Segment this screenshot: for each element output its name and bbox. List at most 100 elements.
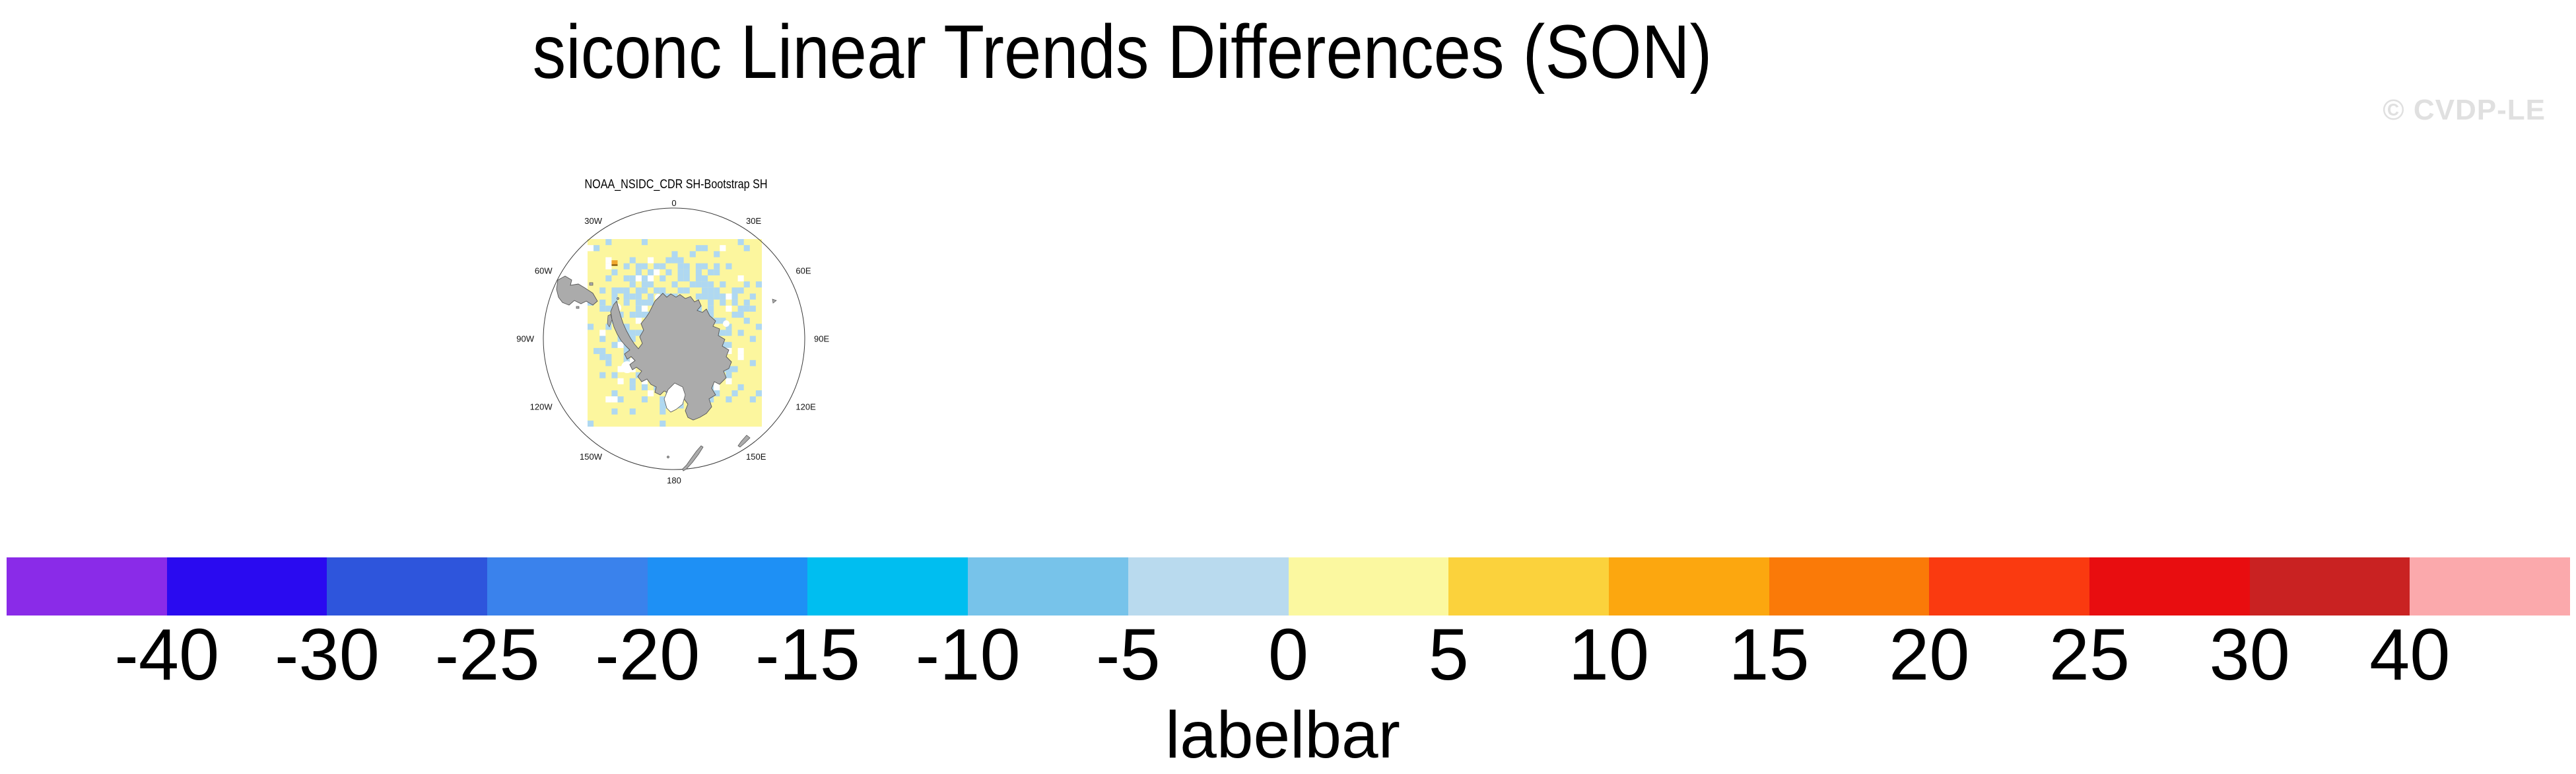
grid-cell — [641, 305, 648, 312]
colorbar-segment — [2089, 557, 2250, 616]
grid-cell — [726, 263, 732, 269]
colorbar-segment — [1288, 557, 1449, 616]
grid-cell — [605, 360, 612, 367]
colorbar-segment — [166, 557, 327, 616]
grid-cell — [726, 378, 732, 384]
grid-cell — [708, 269, 714, 275]
grid-cell — [743, 299, 750, 306]
grid-cell — [635, 311, 642, 318]
colorbar-tick-label: 15 — [1728, 614, 1810, 695]
grid-cell — [660, 263, 666, 269]
grid-cell — [654, 263, 660, 269]
grid-cell — [726, 396, 732, 403]
grid-cell — [617, 287, 624, 294]
grid-cell — [648, 257, 654, 264]
grid-cell — [720, 281, 726, 288]
grid-cell — [731, 366, 738, 372]
grid-cell — [660, 396, 666, 403]
grid-cell — [701, 245, 708, 252]
grid-cell — [641, 299, 648, 306]
grid-cell — [737, 330, 744, 336]
grid-cell — [605, 396, 612, 403]
grid-cell — [611, 408, 618, 415]
grid-cell — [737, 354, 744, 361]
grid-cell — [623, 275, 630, 282]
grid-cell — [611, 372, 618, 378]
grid-cell — [701, 281, 708, 288]
colorbar-segment — [1608, 557, 1769, 616]
grid-cell — [689, 251, 696, 258]
grid-cell — [695, 281, 702, 288]
grid-cell — [623, 263, 630, 269]
grid-cell — [660, 287, 666, 294]
longitude-label: 60W — [535, 266, 553, 276]
grid-cell — [743, 281, 750, 288]
grid-cell — [599, 335, 606, 342]
grid-cell — [708, 305, 714, 312]
map-boundary-circle — [543, 207, 805, 470]
grid-cell — [635, 318, 642, 324]
grid-cell — [714, 390, 720, 397]
small-islands — [576, 282, 619, 328]
longitude-label: 90W — [516, 334, 534, 344]
grid-cell — [629, 408, 636, 415]
grid-cell — [726, 347, 732, 355]
grid-cell — [648, 281, 654, 288]
colorbar-tick-label: 10 — [1568, 614, 1650, 695]
grid-cell — [708, 311, 714, 318]
grid-cell — [714, 251, 720, 258]
grid-cell — [737, 305, 744, 312]
grid-cell — [593, 245, 600, 252]
grid-cell — [605, 305, 612, 312]
grid-cell — [629, 275, 636, 282]
colorbar-tick-label: -10 — [915, 614, 1021, 695]
new-zealand-islands — [667, 435, 751, 472]
longitude-label: 30W — [584, 216, 602, 226]
longitude-label: 180 — [667, 475, 681, 485]
grid-cell — [683, 269, 690, 275]
colorbar-segment — [1128, 557, 1289, 616]
colorbar-tick-label: 25 — [2049, 614, 2130, 695]
grid-cell — [677, 287, 684, 294]
grid-cell — [635, 275, 642, 282]
colorbar-tick-label: -25 — [434, 614, 540, 695]
grid-cell — [641, 287, 648, 294]
grid-cell — [737, 311, 744, 318]
grid-cell — [617, 366, 624, 372]
grid-cell — [599, 354, 606, 361]
grid-cell — [605, 239, 612, 246]
labelbar-colorbar — [7, 557, 2570, 616]
grid-cell — [648, 293, 654, 300]
grid-cell — [629, 311, 636, 318]
longitude-label: 0 — [671, 198, 676, 208]
grid-cell — [731, 287, 738, 294]
longitude-labels: 0 30E 60E 90E 120E 150E 180 150W 120W 90W 60W 30W — [516, 198, 829, 485]
grid-cell — [714, 384, 720, 391]
grid-cell — [629, 257, 636, 264]
colorbar-segment — [1448, 557, 1609, 616]
grid-cell — [611, 287, 618, 294]
grid-cell — [660, 402, 666, 409]
grid-cell — [695, 275, 702, 282]
grid-cell — [635, 293, 642, 300]
grid-cell — [648, 299, 654, 306]
grid-cell — [726, 293, 732, 300]
grid-cell — [726, 324, 732, 330]
grid-cell — [708, 281, 714, 288]
grid-cell — [605, 257, 612, 264]
longitude-label: 60E — [796, 266, 811, 276]
grid-cell — [660, 408, 666, 415]
grid-cell — [731, 293, 738, 300]
colorbar-segment — [7, 557, 167, 616]
grid-cell — [623, 324, 630, 330]
grid-cell — [629, 281, 636, 288]
grid-cell — [641, 275, 648, 282]
colorbar-tick-label: 0 — [1268, 614, 1309, 695]
grid-cell — [641, 311, 648, 318]
longitude-label: 120W — [530, 402, 553, 412]
grid-cell — [641, 239, 648, 246]
grid-cell — [689, 281, 696, 288]
grid-cell — [593, 347, 600, 355]
grid-cell — [743, 305, 750, 312]
grid-cell — [588, 324, 594, 330]
